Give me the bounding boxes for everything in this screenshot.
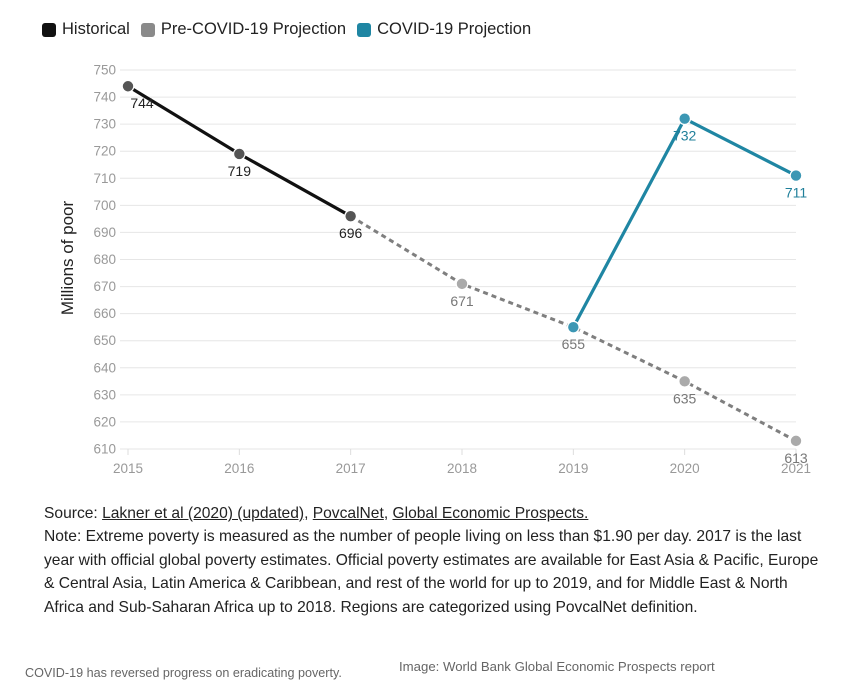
chart-legend: Historical Pre-COVID-19 Projection COVID… (42, 20, 542, 39)
y-tick-label: 740 (93, 90, 116, 105)
y-tick-label: 720 (93, 144, 116, 159)
legend-swatch-pre-covid (140, 22, 155, 37)
legend-label-covid: COVID-19 Projection (377, 20, 532, 38)
data-label: 744 (130, 95, 154, 111)
x-tick-label: 2017 (336, 461, 366, 476)
y-tick-label: 710 (93, 171, 116, 186)
data-points (121, 79, 803, 448)
source-line: Source: Lakner et al (2020) (updated), P… (44, 502, 824, 525)
y-tick-label: 620 (93, 414, 116, 429)
data-label: 655 (562, 336, 586, 352)
y-tick-label: 650 (93, 333, 116, 348)
legend-item-pre-covid[interactable]: Pre-COVID-19 Projection (140, 20, 347, 39)
y-tick-label: 630 (93, 387, 116, 402)
note-text: Note: Extreme poverty is measured as the… (44, 528, 819, 616)
legend-item-covid[interactable]: COVID-19 Projection (357, 20, 531, 39)
legend-label-historical: Historical (62, 20, 130, 38)
data-label: 671 (450, 293, 474, 309)
y-tick-label: 750 (93, 63, 116, 78)
y-tick-label: 670 (93, 279, 116, 294)
y-tick-label: 680 (93, 252, 116, 267)
legend-label-pre-covid: Pre-COVID-19 Projection (160, 20, 347, 38)
data-label: 711 (785, 185, 808, 201)
y-tick-label: 700 (93, 198, 116, 213)
source-link-povcalnet[interactable]: PovcalNet (312, 505, 384, 522)
y-tick-label: 660 (93, 306, 116, 321)
data-label: 635 (673, 390, 697, 406)
source-sep-1: , (304, 505, 313, 522)
image-credit: Image: World Bank Global Economic Prospe… (399, 659, 715, 674)
chart-notes: Source: Lakner et al (2020) (updated), P… (44, 502, 824, 619)
x-tick-label: 2016 (224, 461, 254, 476)
series-line-2 (571, 117, 797, 328)
source-sep-2: , (383, 505, 393, 522)
data-point[interactable] (232, 147, 246, 161)
legend-item-historical[interactable]: Historical (42, 20, 130, 39)
y-tick-label: 640 (93, 360, 116, 375)
y-tick-label: 690 (93, 225, 116, 240)
x-tick-label: 2019 (558, 461, 588, 476)
x-tick-label: 2021 (781, 461, 811, 476)
data-point[interactable] (678, 112, 692, 126)
source-link-gep[interactable]: Global Economic Prospects. (392, 505, 589, 522)
data-label: 719 (228, 163, 252, 179)
data-point[interactable] (566, 320, 580, 334)
data-point[interactable] (789, 169, 803, 182)
data-label: 696 (339, 225, 363, 241)
data-labels: 671 655 635 613 744 719 696 732 711 (130, 95, 808, 466)
y-tick-label: 730 (93, 117, 116, 132)
data-label: 613 (784, 450, 808, 466)
image-caption: COVID-19 has reversed progress on eradic… (25, 666, 342, 680)
x-tick-label: 2018 (447, 461, 477, 476)
line-chart: 610 620 630 640 650 660 670 680 690 700 710 720 730 7… (58, 63, 811, 477)
x-tick-label: 2020 (670, 461, 700, 476)
data-label: 732 (673, 128, 697, 144)
data-point[interactable] (789, 434, 803, 448)
legend-swatch-covid (357, 22, 372, 37)
data-point[interactable] (455, 277, 469, 291)
data-point[interactable] (344, 209, 358, 223)
source-link-lakner[interactable]: Lakner et al (2020) (updated) (102, 505, 305, 522)
y-axis-ticks: 610 620 630 640 650 660 670 680 690 700 710 720 730 7… (93, 63, 116, 457)
x-tick-label: 2015 (113, 461, 143, 476)
data-point[interactable] (678, 374, 692, 388)
data-point[interactable] (121, 79, 135, 93)
series-line-1 (349, 214, 797, 443)
x-axis-ticks: 2015 2016 2017 2018 2019 2020 2021 (113, 449, 811, 476)
source-prefix: Source: (44, 505, 103, 522)
legend-swatch-historical (42, 22, 56, 37)
y-tick-label: 610 (93, 442, 116, 457)
y-axis-label: Millions of poor (58, 200, 77, 315)
